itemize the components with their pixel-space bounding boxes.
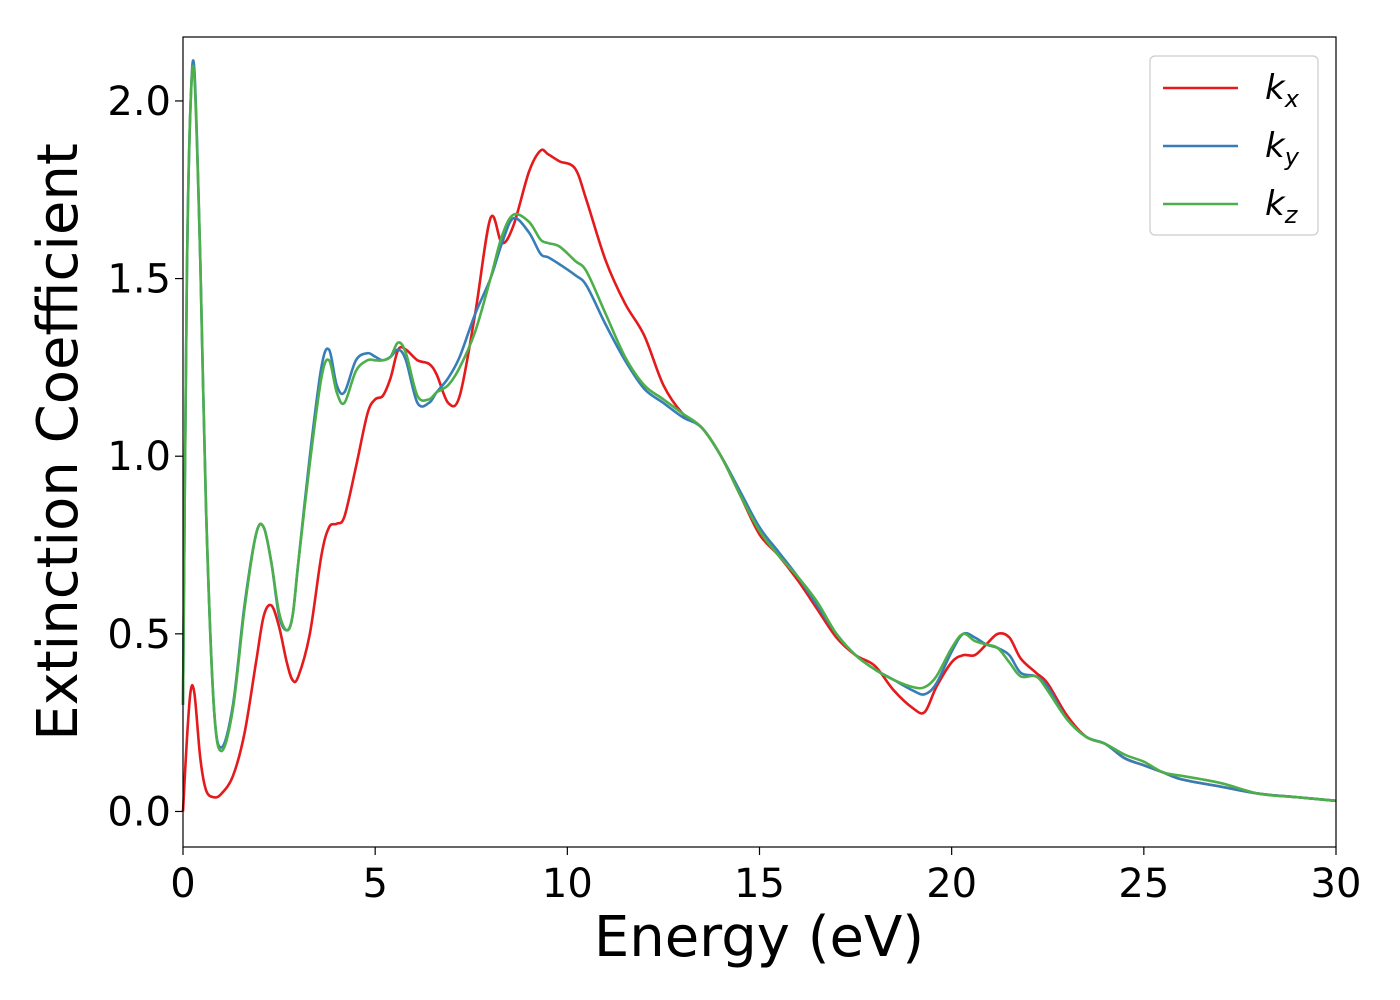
x-tick-label: 5 [362,861,387,907]
x-tick-label: 15 [734,861,785,907]
plot-background [183,37,1336,847]
legend-label-kx: kx [1265,68,1300,113]
y-tick-label: 0.0 [107,789,171,835]
y-tick-label: 0.5 [107,612,171,658]
x-axis: 0 5 10 15 20 25 30 [170,847,1361,907]
y-axis-title: Extinction Coefficient [26,143,91,741]
x-tick-label: 10 [542,861,593,907]
x-tick-label: 30 [1311,861,1362,907]
y-tick-label: 1.5 [107,257,171,303]
series-line-kx [181,148,1337,812]
x-tick-label: 20 [926,861,977,907]
legend-label-kz: kz [1265,184,1299,229]
x-tick-label: 25 [1118,861,1169,907]
legend: kx ky kz [1149,55,1319,236]
series-layer [181,59,1337,812]
x-tick-label: 0 [170,861,195,907]
series-line-kz [181,64,1337,803]
y-tick-label: 1.0 [107,434,171,480]
legend-label-ky: ky [1265,126,1300,171]
y-tick-label: 2.0 [107,79,171,125]
x-axis-title: Energy (eV) [594,905,924,970]
y-axis: 0.0 0.5 1.0 1.5 2.0 [107,79,183,835]
